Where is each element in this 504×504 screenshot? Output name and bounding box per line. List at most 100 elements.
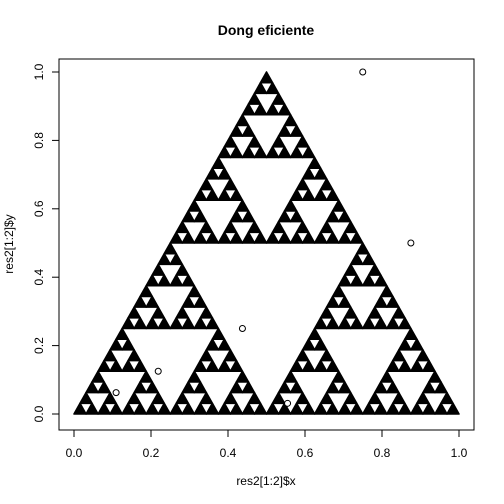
data-point [238, 325, 246, 332]
fractal-triangle [295, 135, 310, 148]
fractal-triangle [319, 391, 334, 405]
fractal-triangle [127, 306, 141, 319]
fractal-triangle [247, 135, 262, 148]
fractal-triangle [217, 402, 232, 415]
fractal-triangle [181, 381, 196, 394]
fractal-triangle [337, 402, 352, 415]
fractal-triangle [295, 349, 310, 362]
fractal-triangle [217, 188, 232, 202]
fractal-triangle [283, 113, 298, 127]
fractal-triangle [325, 231, 340, 244]
fractal-triangle [145, 402, 160, 415]
fractal-triangle [193, 188, 208, 202]
fractal-triangle [283, 199, 298, 212]
fractal-triangle [349, 252, 364, 266]
fractal-triangle [398, 317, 412, 330]
fractal-triangle [187, 370, 202, 383]
fractal-triangle [229, 124, 244, 137]
fractal-triangle [145, 295, 160, 308]
fractal-triangle [386, 359, 400, 373]
fractal-triangle [325, 359, 340, 373]
fractal-triangle [313, 402, 328, 415]
fractal-triangle [325, 295, 340, 308]
fractal-triangle [127, 391, 141, 405]
fractal-triangle [295, 178, 310, 191]
fractal-triangle [133, 359, 147, 373]
fractal-triangle [199, 306, 214, 319]
fractal-triangle [277, 231, 292, 244]
fractal-triangle [253, 231, 268, 244]
fractal-triangle [85, 402, 99, 415]
fractal-triangle [313, 167, 328, 180]
fractal-triangle [199, 349, 214, 362]
fractal-triangle [181, 295, 196, 308]
fractal-triangle [193, 359, 208, 373]
fractal-triangle [145, 274, 160, 287]
fractal-triangle [331, 370, 346, 383]
fractal-triangle [229, 359, 244, 373]
fractal-triangle [307, 327, 322, 340]
fractal-triangle [277, 103, 292, 116]
fractal-triangle [169, 402, 184, 415]
x-tick-label: 0.8 [374, 446, 391, 460]
fractal-triangle [313, 359, 328, 373]
fractal-triangle [127, 349, 141, 362]
data-point [407, 239, 415, 247]
fractal-triangle [175, 263, 190, 276]
y-tick-label: 0.0 [32, 405, 46, 422]
fractal-triangle [247, 220, 262, 234]
fractal-triangle [422, 381, 436, 394]
fractal-triangle [193, 317, 208, 330]
fractal-triangle [386, 402, 400, 415]
fractal-triangle [301, 359, 316, 373]
fractal-triangle [386, 317, 400, 330]
fractal-triangle [187, 199, 202, 212]
fractal-triangle [349, 231, 364, 244]
fractal-triangle [223, 178, 238, 191]
fractal-triangle [151, 391, 166, 405]
fractal-triangle [271, 391, 286, 405]
fractal-triangle [205, 231, 220, 244]
fractal-triangle [337, 210, 352, 223]
fractal-triangle [295, 391, 310, 405]
fractal-triangle [331, 284, 346, 298]
fractal-triangle [139, 284, 153, 298]
fractal-triangle [223, 391, 238, 405]
fractal-triangle [241, 402, 256, 415]
fractal-triangle [398, 338, 412, 351]
fractal-triangle [253, 103, 268, 116]
fractal-triangle [193, 210, 208, 223]
fractal-triangle [109, 338, 123, 351]
fractal-triangle [434, 381, 448, 394]
fractal-triangle [343, 220, 358, 234]
fractal-triangle [193, 295, 208, 308]
fractal-triangle [313, 231, 328, 244]
fractal-triangle [367, 391, 382, 405]
fractal-triangle [410, 338, 424, 351]
fractal-triangle [115, 327, 129, 340]
fractal-triangle [434, 402, 448, 415]
fractal-triangle [277, 146, 292, 159]
x-axis: 0.0 0.2 0.4 0.6 0.8 1.0 [66, 429, 468, 460]
fractal-triangle [85, 381, 99, 394]
fractal-triangle [205, 317, 220, 330]
fractal-triangle [175, 220, 190, 234]
fractal-triangle [259, 71, 274, 84]
fractal-triangle [241, 210, 256, 223]
fractal-triangle [361, 274, 376, 287]
data-point [359, 68, 367, 76]
fractal-triangle [337, 231, 352, 244]
fractal-triangle [193, 402, 208, 415]
fractal-triangle [265, 81, 280, 95]
data-point [154, 367, 162, 375]
fractal-triangle [349, 317, 364, 330]
fractal-triangle [157, 252, 172, 266]
fractal-triangle [169, 317, 184, 330]
fractal-triangle [295, 220, 310, 234]
fractal-triangle [367, 306, 382, 319]
fractal-triangle [253, 146, 268, 159]
fractal-triangle [313, 188, 328, 202]
fractal-triangle [422, 359, 436, 373]
fractal-triangle [97, 359, 111, 373]
